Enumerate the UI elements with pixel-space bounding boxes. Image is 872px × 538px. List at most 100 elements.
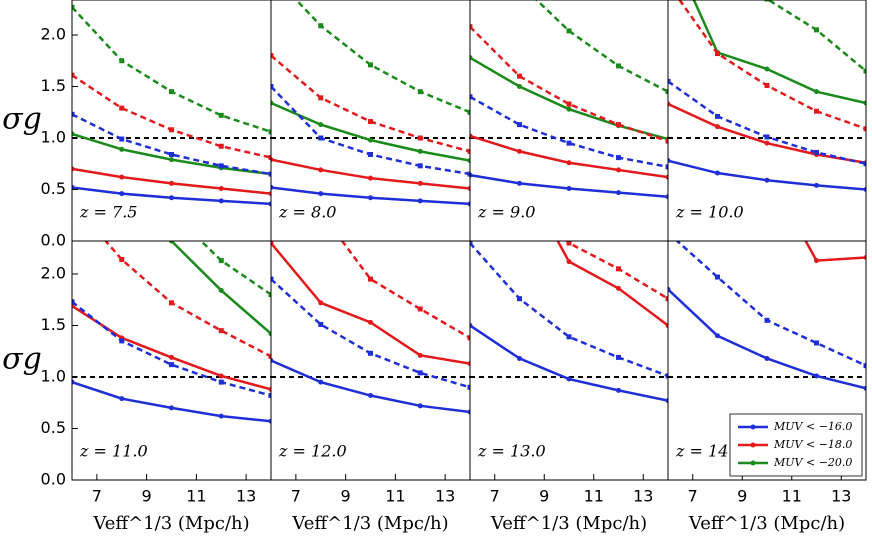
- series-line: [271, 158, 470, 190]
- y-tick-label: 2.0: [41, 25, 66, 44]
- point: [616, 285, 621, 291]
- panel: [271, 241, 470, 415]
- point: [72, 184, 75, 190]
- point: [467, 335, 470, 341]
- panel-frame: [667, 240, 867, 481]
- point: [417, 306, 423, 312]
- point: [566, 28, 572, 34]
- point: [72, 111, 75, 117]
- point: [119, 257, 125, 263]
- point: [863, 161, 866, 167]
- point: [268, 292, 271, 298]
- point: [72, 72, 75, 78]
- series-line: [804, 241, 866, 262]
- point: [764, 82, 770, 88]
- point: [218, 163, 224, 169]
- point: [169, 405, 174, 411]
- point: [417, 352, 423, 358]
- series-line: [668, 102, 866, 164]
- point: [715, 333, 720, 339]
- annotation: z = 11.0: [79, 442, 148, 461]
- point: [417, 148, 423, 154]
- series-line: [169, 241, 271, 335]
- point: [119, 168, 124, 173]
- point: [218, 143, 224, 149]
- point: [715, 51, 720, 57]
- point: [318, 122, 324, 128]
- point: [218, 198, 224, 204]
- point: [517, 84, 522, 90]
- series-line: [72, 6, 271, 134]
- annotation: z = 7.5: [79, 203, 137, 222]
- y-tick-label: 1.5: [41, 76, 66, 95]
- point: [417, 89, 423, 95]
- x-tick-label: 11: [782, 487, 802, 506]
- point: [470, 322, 473, 328]
- point: [169, 362, 174, 368]
- point: [814, 89, 819, 95]
- point: [517, 122, 522, 128]
- point: [417, 163, 423, 169]
- point: [668, 286, 671, 292]
- point: [119, 174, 125, 180]
- point: [863, 363, 866, 369]
- point: [318, 135, 324, 141]
- annotation: z = 14.0: [675, 442, 744, 461]
- point: [470, 133, 473, 139]
- panel: [271, 0, 470, 207]
- series-line: [271, 278, 470, 389]
- point: [764, 66, 770, 72]
- series-line: [271, 242, 470, 365]
- series-line: [340, 241, 470, 339]
- point: [72, 299, 75, 305]
- point: [616, 387, 621, 393]
- series-line: [668, 159, 866, 191]
- x-axis-label: Veff^1/3 (Mpc/h): [92, 513, 249, 534]
- point: [668, 78, 671, 84]
- x-tick-label: 13: [831, 487, 851, 506]
- point: [566, 106, 572, 112]
- point: [863, 100, 866, 106]
- point: [169, 354, 174, 360]
- annotation: z = 12.0: [278, 442, 347, 461]
- x-tick-label: 13: [435, 487, 455, 506]
- legend-label: MUV < −18.0: [773, 438, 852, 451]
- point: [467, 201, 470, 207]
- point: [268, 386, 271, 392]
- point: [764, 355, 770, 361]
- point: [268, 418, 271, 424]
- panel: [668, 0, 866, 193]
- point: [368, 350, 373, 356]
- point: [467, 185, 470, 191]
- annotation: z = 10.0: [675, 203, 744, 222]
- point: [119, 396, 125, 402]
- point: [814, 258, 819, 264]
- point: [616, 63, 621, 69]
- point: [169, 195, 174, 201]
- point: [814, 27, 819, 33]
- point: [271, 157, 274, 163]
- point: [566, 241, 572, 246]
- point: [119, 146, 125, 152]
- y-tick-label: 2.0: [41, 263, 66, 282]
- point: [715, 124, 720, 130]
- point: [169, 241, 174, 244]
- point: [268, 353, 271, 359]
- point: [764, 140, 770, 146]
- x-tick-label: 11: [385, 487, 405, 506]
- point: [417, 403, 423, 409]
- series-line: [534, 0, 668, 93]
- point: [863, 385, 866, 391]
- point: [218, 258, 224, 264]
- point: [616, 190, 621, 196]
- point: [467, 148, 470, 154]
- point: [517, 296, 522, 302]
- point: [764, 134, 770, 140]
- point: [566, 259, 572, 265]
- series-line: [470, 56, 668, 141]
- x-tick-label: 7: [490, 487, 500, 506]
- series-line: [678, 0, 866, 130]
- point: [318, 191, 324, 197]
- series-line: [294, 0, 470, 114]
- point: [566, 185, 572, 191]
